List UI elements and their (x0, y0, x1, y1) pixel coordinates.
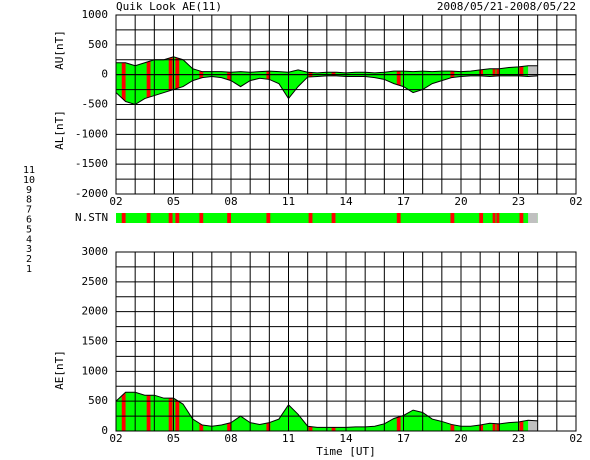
nstn-segment (519, 213, 524, 223)
y-axis-label: AL[nT] (53, 110, 66, 150)
station-stripe (168, 56, 173, 105)
x-tick-label: 05 (167, 432, 180, 445)
plot-frame (115, 251, 577, 432)
y-tick-label: -2000 (75, 187, 108, 200)
nstn-segment (450, 213, 455, 223)
nstn-segment (199, 213, 204, 223)
nstn-segment (496, 213, 500, 223)
x-tick-label: 17 (397, 195, 410, 208)
nstn-segment (396, 213, 401, 223)
x-axis-label: Time [UT] (316, 445, 376, 458)
station-stripe (146, 392, 151, 431)
station-stripe (146, 56, 151, 105)
station-stripe (121, 56, 126, 105)
x-tick-label: 20 (454, 195, 467, 208)
y-tick-label: 0 (101, 68, 108, 81)
legend-label: 10 (23, 175, 35, 186)
y-tick-label: 500 (88, 38, 108, 51)
legend-label: 11 (23, 165, 35, 176)
x-tick-label: 14 (339, 195, 353, 208)
nstn-segment (492, 213, 496, 223)
x-tick-label: 11 (282, 432, 295, 445)
nstn-segment (227, 213, 231, 223)
nstn-segment (331, 213, 336, 223)
area-fill (116, 392, 538, 431)
nstn-segment (479, 213, 484, 223)
x-tick-label: 05 (167, 195, 180, 208)
legend-label: 7 (26, 205, 32, 216)
y-tick-label: 2500 (82, 275, 109, 288)
x-tick-label: 23 (512, 195, 525, 208)
y-tick-label: 2000 (82, 305, 109, 318)
nstn-segment (146, 213, 151, 223)
nstn-segment (528, 213, 538, 223)
y-tick-label: 1000 (82, 8, 109, 21)
x-tick-label: 11 (282, 195, 295, 208)
x-tick-label: 02 (569, 432, 582, 445)
range-fill (116, 56, 538, 105)
y-tick-label: -500 (82, 98, 109, 111)
x-tick-label: 20 (454, 432, 467, 445)
x-tick-label: 23 (512, 432, 525, 445)
y-tick-label: 1500 (82, 335, 109, 348)
nstn-segment (266, 213, 271, 223)
y-tick-label: 1000 (82, 364, 109, 377)
station-stripe (396, 56, 401, 105)
nstn-segment (175, 213, 180, 223)
legend-label: 2 (26, 254, 32, 265)
legend-label: 3 (26, 244, 32, 255)
x-tick-label: 02 (109, 432, 122, 445)
nstn-base (116, 213, 538, 223)
y-tick-label: -1000 (75, 127, 108, 140)
title: Quik Look AE(11) (116, 0, 222, 13)
legend-label: 1 (26, 264, 32, 275)
y-tick-label: 0 (101, 424, 108, 437)
station-stripe (175, 56, 180, 105)
date-range: 2008/05/21-2008/05/22 (437, 0, 576, 13)
x-tick-label: 17 (397, 432, 410, 445)
station-stripe (175, 392, 180, 431)
y-axis-label: AU[nT] (53, 30, 66, 70)
x-tick-label: 08 (224, 195, 237, 208)
y-axis-label: AE[nT] (53, 350, 66, 390)
x-tick-label: 02 (569, 195, 582, 208)
legend-label: 5 (26, 224, 32, 235)
nstn-segment (168, 213, 173, 223)
x-tick-label: 14 (339, 432, 353, 445)
nstn-segment (308, 213, 313, 223)
nstn-segment (121, 213, 126, 223)
legend-label: 6 (26, 215, 32, 226)
y-tick-label: 3000 (82, 245, 109, 258)
y-tick-label: -1500 (75, 157, 108, 170)
x-tick-label: 02 (109, 195, 122, 208)
nstn-label: N.STN (75, 211, 108, 224)
x-tick-label: 08 (224, 432, 237, 445)
legend-label: 8 (26, 195, 32, 206)
legend-label: 9 (26, 185, 32, 196)
station-stripe (121, 392, 126, 431)
legend-label: 4 (26, 234, 32, 245)
station-stripe (168, 392, 173, 431)
plot-frame (115, 14, 577, 195)
y-tick-label: 500 (88, 394, 108, 407)
